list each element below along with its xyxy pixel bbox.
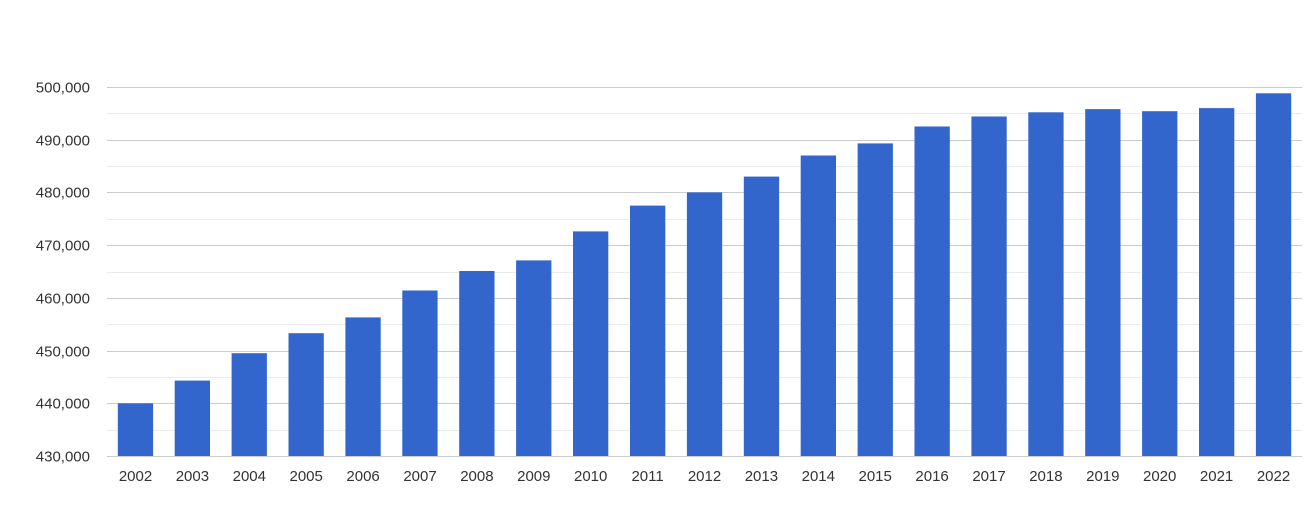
bar-2006[interactable] <box>345 317 381 456</box>
bar-2004[interactable] <box>231 353 267 456</box>
x-tick-label: 2003 <box>176 468 209 485</box>
x-tick-label: 2008 <box>460 468 493 485</box>
y-tick-label: 440,000 <box>36 396 90 413</box>
x-tick-label: 2019 <box>1086 468 1119 485</box>
bar-2019[interactable] <box>1085 109 1121 456</box>
bar-2021[interactable] <box>1199 108 1235 456</box>
y-tick-label: 430,000 <box>36 449 90 466</box>
bar-2010[interactable] <box>573 231 609 456</box>
x-tick-label: 2009 <box>517 468 550 485</box>
bars <box>117 93 1292 457</box>
y-axis-ticks: 430,000 440,000 450,000 460,000 470,000 480,0… <box>36 80 90 466</box>
x-tick-label: 2012 <box>688 468 721 485</box>
y-tick-label: 490,000 <box>36 133 90 150</box>
x-tick-label: 2010 <box>574 468 607 485</box>
bar-2014[interactable] <box>800 155 836 457</box>
x-tick-label: 2018 <box>1029 468 1062 485</box>
y-tick-label: 460,000 <box>36 291 90 308</box>
x-tick-label: 2011 <box>631 468 663 485</box>
bar-2017[interactable] <box>971 116 1007 457</box>
x-tick-label: 2022 <box>1257 468 1290 485</box>
x-tick-label: 2004 <box>233 468 266 485</box>
bar-2003[interactable] <box>174 380 210 456</box>
bar-2007[interactable] <box>402 290 438 457</box>
x-tick-label: 2014 <box>802 468 835 485</box>
bar-2018[interactable] <box>1028 112 1064 457</box>
x-tick-label: 2002 <box>119 468 152 485</box>
x-tick-label: 2015 <box>859 468 892 485</box>
y-tick-label: 450,000 <box>36 344 90 361</box>
bar-2009[interactable] <box>516 260 552 456</box>
y-tick-label: 500,000 <box>36 80 90 97</box>
x-tick-label: 2007 <box>403 468 436 485</box>
bar-2016[interactable] <box>914 126 950 457</box>
x-tick-label: 2006 <box>346 468 379 485</box>
y-tick-label: 470,000 <box>36 238 90 255</box>
y-tick-label: 480,000 <box>36 185 90 202</box>
x-tick-label: 2005 <box>290 468 323 485</box>
bar-2013[interactable] <box>743 176 780 456</box>
x-axis-ticks: 2002 2003 2004 2005 2006 2007 2008 2009 2010 2011… <box>119 468 1290 485</box>
x-tick-label: 2020 <box>1143 468 1176 485</box>
x-tick-label: 2017 <box>972 468 1005 485</box>
bar-2008[interactable] <box>459 271 495 456</box>
x-tick-label: 2021 <box>1200 468 1233 485</box>
bar-2011[interactable] <box>630 205 666 456</box>
bar-2005[interactable] <box>288 333 324 456</box>
bar-2002[interactable] <box>117 403 154 456</box>
bar-2012[interactable] <box>686 192 723 456</box>
bar-2022[interactable] <box>1255 93 1292 457</box>
x-tick-label: 2013 <box>745 468 778 485</box>
bar-2020[interactable] <box>1142 111 1178 456</box>
x-tick-label: 2016 <box>915 468 948 485</box>
bar-2015[interactable] <box>857 143 893 456</box>
